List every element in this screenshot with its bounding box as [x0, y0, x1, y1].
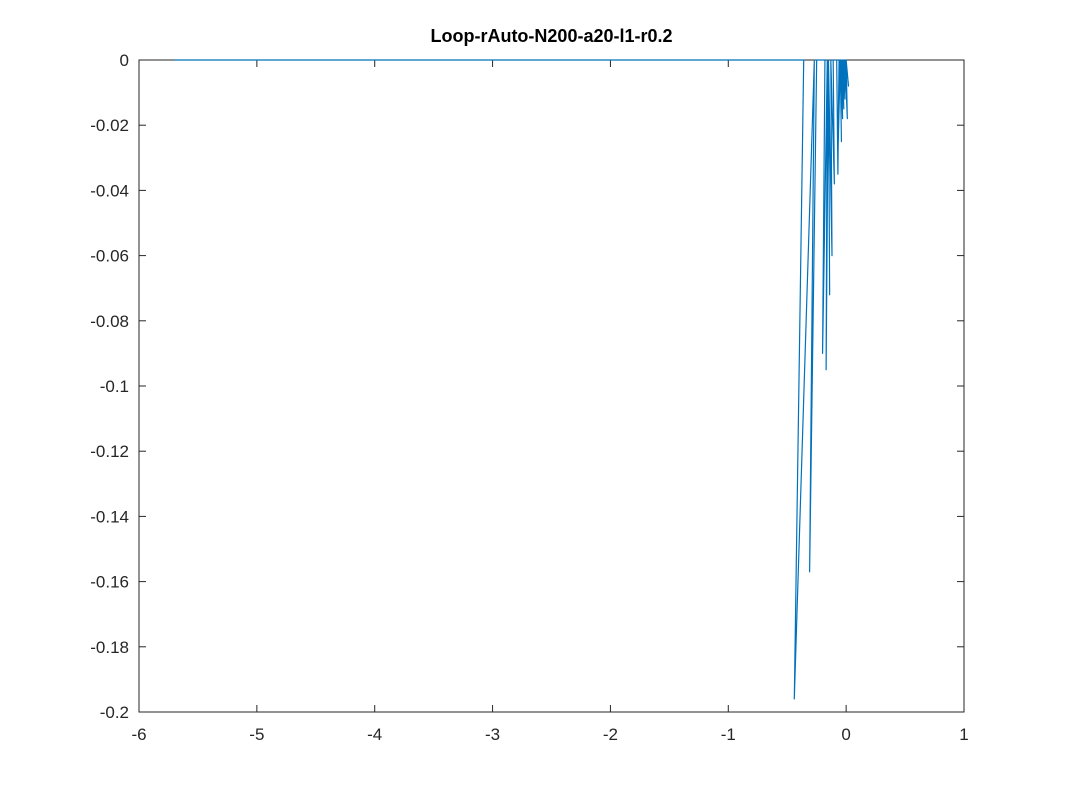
y-tick-label: -0.1 [100, 377, 129, 396]
y-tick-label: -0.14 [90, 507, 129, 526]
y-tick-label: -0.18 [90, 638, 129, 657]
y-tick-label: -0.06 [90, 247, 129, 266]
x-tick-label: -5 [249, 725, 264, 744]
chart-title: Loop-rAuto-N200-a20-l1-r0.2 [430, 26, 672, 46]
plot-area [138, 59, 965, 713]
axis-tick-labels: -6 -5 -4 -3 -2 -1 0 1 0 -0.02 -0.04 -0.06 -0.08 -0.1 -… [90, 51, 968, 744]
x-tick-label: -6 [131, 725, 146, 744]
series-line [174, 59, 850, 700]
y-tick-label: -0.08 [90, 312, 129, 331]
axis-ticks [138, 59, 965, 713]
x-tick-label: 0 [841, 725, 850, 744]
y-tick-label: -0.2 [100, 703, 129, 722]
x-tick-label: -1 [721, 725, 736, 744]
x-tick-label: -4 [367, 725, 382, 744]
x-tick-label: 1 [959, 725, 968, 744]
x-tick-label: -2 [603, 725, 618, 744]
y-tick-label: -0.04 [90, 181, 129, 200]
series-layer [174, 59, 850, 700]
y-tick-label: -0.02 [90, 116, 129, 135]
y-tick-label: 0 [120, 51, 129, 70]
x-tick-label: -3 [485, 725, 500, 744]
y-tick-label: -0.12 [90, 442, 129, 461]
y-tick-label: -0.16 [90, 573, 129, 592]
